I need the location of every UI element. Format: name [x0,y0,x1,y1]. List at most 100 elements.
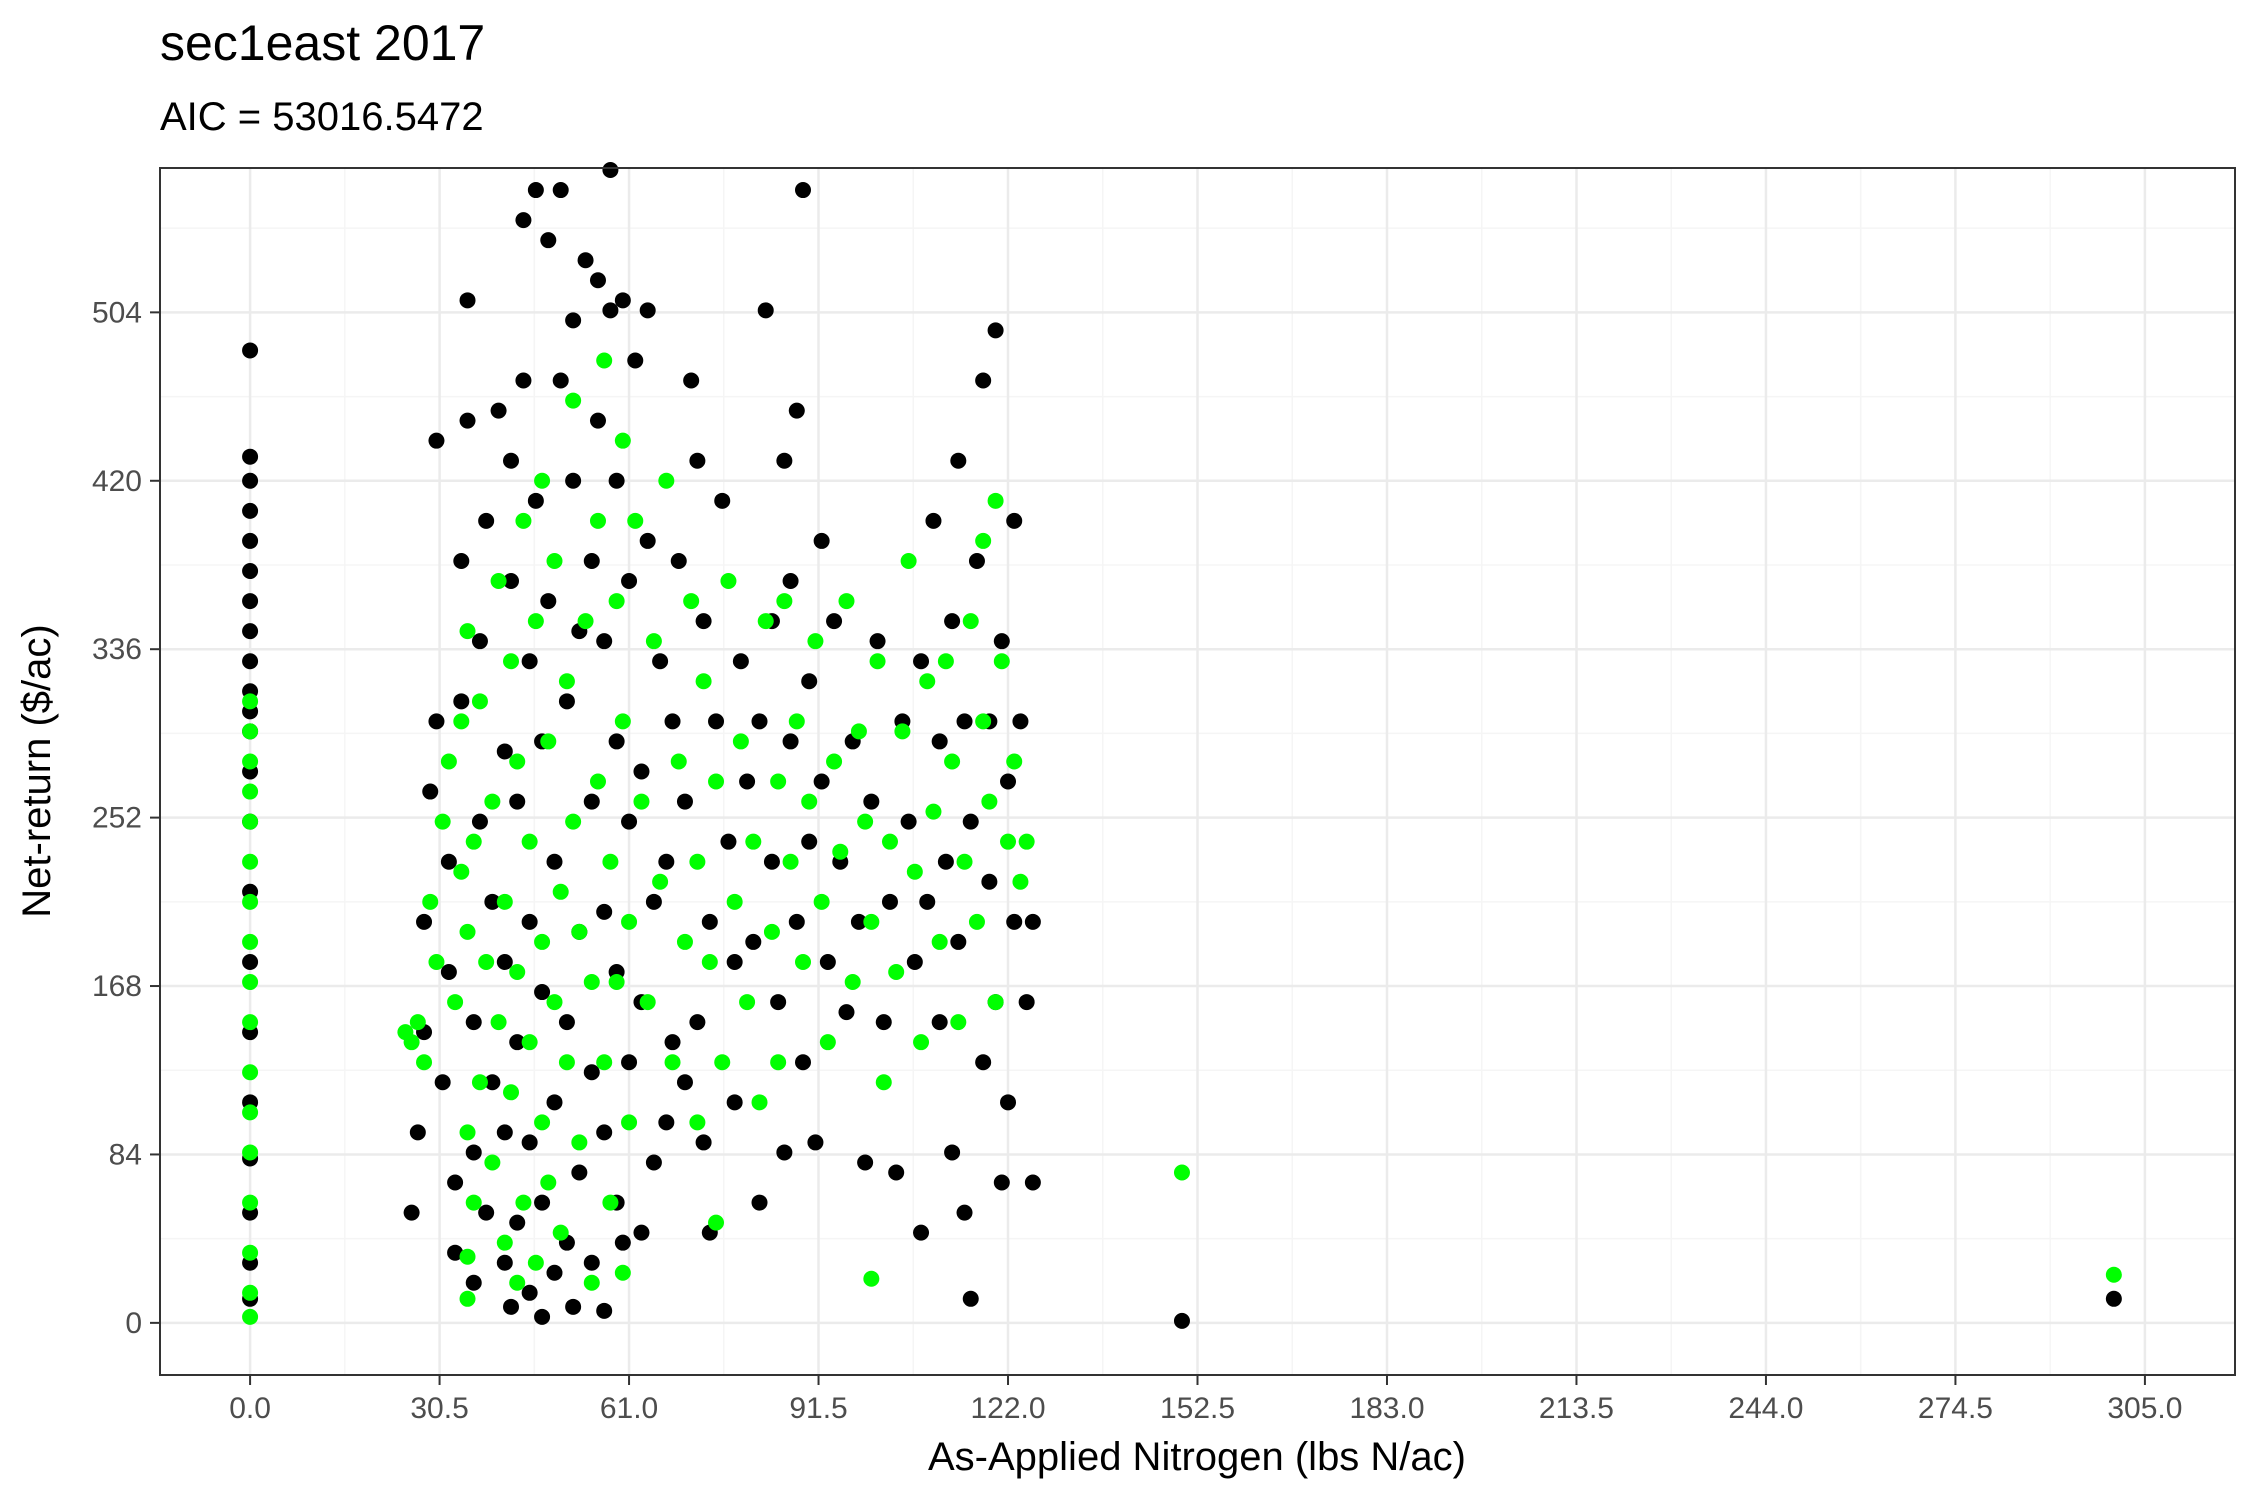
black-point [1024,1174,1041,1191]
black-point [695,1134,712,1151]
green-point [807,633,824,650]
black-point [453,693,470,710]
green-point [596,352,613,369]
y-tick-label: 252 [92,802,142,835]
black-point [639,302,656,319]
black-point [465,1274,482,1291]
green-point [664,1054,681,1071]
black-point [521,1284,538,1301]
green-point [509,1274,526,1291]
black-point [937,853,954,870]
green-point [1012,873,1029,890]
green-point [503,653,520,670]
black-point [583,1254,600,1271]
green-point [763,923,780,940]
green-point [608,593,625,610]
black-point [428,432,445,449]
green-point [242,813,259,830]
black-point [869,633,886,650]
black-point [602,162,619,179]
black-point [515,212,532,229]
green-point [857,813,874,830]
black-point [434,1074,451,1091]
x-tick-label: 91.5 [789,1392,847,1425]
green-point [527,1254,544,1271]
black-point [596,633,613,650]
black-point [534,984,551,1001]
green-point [509,963,526,980]
black-point [950,452,967,469]
green-point [770,1054,787,1071]
black-point [589,272,606,289]
green-point [546,552,563,569]
black-point [658,1114,675,1131]
green-point [242,1308,259,1325]
green-point [416,1054,433,1071]
black-point [447,1244,464,1261]
black-point [975,1054,992,1071]
green-point [571,923,588,940]
green-point [583,1274,600,1291]
green-point [881,833,898,850]
black-point [496,1254,513,1271]
green-point [745,833,762,850]
green-point [627,512,644,529]
green-point [478,953,495,970]
x-tick-label: 305.0 [2107,1392,2182,1425]
black-point [944,1144,961,1161]
black-point [913,653,930,670]
black-point [819,953,836,970]
green-point [639,994,656,1011]
green-point [242,1244,259,1261]
black-point [931,1014,948,1031]
black-point [621,813,638,830]
black-point [540,232,557,249]
black-point [1024,913,1041,930]
black-point [782,733,799,750]
green-point [913,1034,930,1051]
green-point [937,653,954,670]
y-axis: 0 84 168 252 336 420 504 [92,296,160,1340]
black-point [993,1174,1010,1191]
black-point [645,1154,662,1171]
black-point [857,1154,874,1171]
black-point [534,1308,551,1325]
black-point [509,1034,526,1051]
black-point [422,783,439,800]
black-point [807,1134,824,1151]
green-point [534,1114,551,1131]
black-point [583,1064,600,1081]
green-point [652,873,669,890]
x-tick-label: 0.0 [229,1392,271,1425]
chart-subtitle: AIC = 53016.5472 [160,95,484,139]
green-point [987,492,1004,509]
y-tick-label: 336 [92,633,142,666]
green-point [633,793,650,810]
black-point [757,302,774,319]
black-point [981,873,998,890]
green-point [242,753,259,770]
green-point [496,1234,513,1251]
black-point [242,448,259,465]
black-point [546,1264,563,1281]
green-point [894,723,911,740]
green-point [242,1144,259,1161]
black-point [440,853,457,870]
black-point [689,452,706,469]
green-point [602,1194,619,1211]
green-point [589,512,606,529]
black-point [720,833,737,850]
green-point [906,863,923,880]
black-point [447,1174,464,1191]
green-point [465,833,482,850]
chart-title: sec1east 2017 [160,15,485,71]
green-point [838,593,855,610]
black-point [633,1224,650,1241]
black-point [453,552,470,569]
green-point [515,512,532,529]
black-point [534,1194,551,1211]
green-point [701,953,718,970]
green-point [459,1248,476,1265]
x-tick-label: 152.5 [1160,1392,1235,1425]
